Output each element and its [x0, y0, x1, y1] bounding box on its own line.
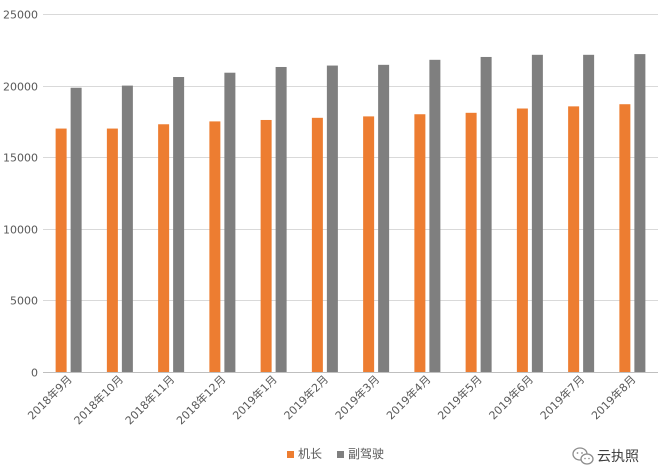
x-tick-label: 2018年12月: [173, 372, 228, 427]
bar-first-officer: [70, 87, 82, 373]
x-tick-label: 2018年10月: [71, 372, 126, 427]
watermark: 云执照: [572, 447, 639, 465]
wechat-icon: [572, 447, 594, 465]
bar-captain: [55, 128, 67, 372]
x-tick-label: 2019年6月: [486, 372, 536, 422]
y-axis-ticks: 0 5000 10000 15000 20000 25000: [3, 9, 38, 380]
bar-captain: [568, 106, 580, 372]
bar-first-officer: [224, 72, 236, 372]
x-tick-label: 2019年4月: [383, 372, 433, 422]
watermark-text: 云执照: [597, 449, 639, 465]
bar-first-officer: [275, 66, 287, 372]
y-tick-label: 25000: [3, 9, 38, 22]
gridlines: [43, 14, 658, 301]
legend: 机长 副驾驶: [287, 446, 384, 461]
bar-first-officer: [378, 64, 390, 372]
x-tick-label: 2019年7月: [537, 372, 587, 422]
bar-first-officer: [531, 54, 543, 372]
bar-captain: [158, 124, 170, 372]
bar-first-officer: [173, 77, 185, 373]
bar-captain: [619, 104, 631, 372]
y-tick-label: 0: [31, 367, 38, 380]
x-tick-label: 2018年9月: [25, 372, 75, 422]
y-tick-label: 15000: [3, 152, 38, 165]
bar-first-officer: [634, 54, 646, 372]
x-tick-label: 2019年5月: [435, 372, 485, 422]
x-tick-label: 2019年2月: [281, 372, 331, 422]
bar-first-officer: [429, 59, 441, 372]
legend-swatch: [287, 451, 294, 458]
bar-first-officer: [480, 56, 492, 373]
x-tick-label: 2019年3月: [332, 372, 382, 422]
y-tick-label: 10000: [3, 224, 38, 237]
x-tick-label: 2018年11月: [122, 372, 177, 427]
bar-captain: [363, 116, 375, 372]
x-tick-label: 2019年8月: [588, 372, 638, 422]
bar-captain: [516, 108, 528, 373]
bar-captain: [106, 128, 118, 372]
legend-label: 副驾驶: [348, 446, 384, 461]
y-tick-label: 5000: [10, 295, 38, 308]
bar-captain: [260, 119, 272, 372]
bar-captain: [414, 114, 426, 373]
y-tick-label: 20000: [3, 81, 38, 94]
bar-captain: [209, 121, 221, 373]
bar-captain: [465, 112, 477, 373]
bar-first-officer: [326, 65, 338, 372]
x-tick-label: 2019年1月: [230, 372, 280, 422]
legend-swatch: [337, 451, 344, 458]
bar-first-officer: [121, 85, 133, 372]
legend-label: 机长: [298, 447, 322, 461]
bar-captain: [311, 117, 323, 372]
bars: [55, 54, 646, 373]
bar-first-officer: [583, 54, 595, 372]
